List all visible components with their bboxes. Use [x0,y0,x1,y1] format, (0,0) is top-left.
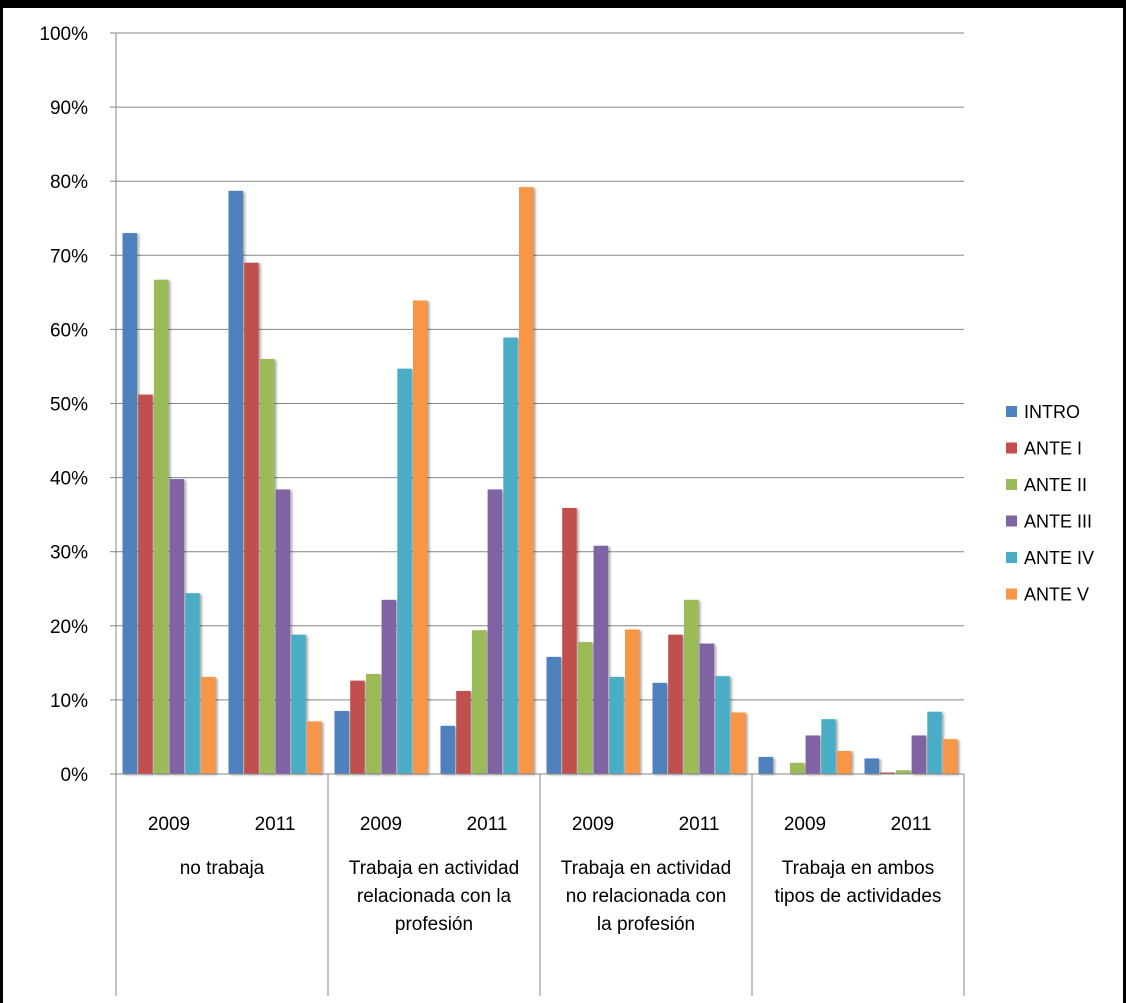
x-group-label: Trabaja en ambos [782,858,934,879]
bar-ante-iii [805,735,821,774]
x-year-label: 2009 [572,814,614,835]
bar-ante-i [350,680,365,774]
legend-swatch [1006,442,1017,454]
y-tick-label: 30% [50,543,88,564]
bar-ante-iv [927,711,942,774]
x-group-label: relacionada con la [357,886,512,907]
bar-ante-v [625,629,640,774]
bar-ante-iii [699,643,715,774]
bars [122,187,958,775]
bar-ante-iv [185,593,200,774]
bar-intro [228,190,243,774]
bar-ante-ii [153,279,169,774]
bar-ante-iii [487,489,503,774]
y-tick-label: 80% [50,172,88,193]
bar-ante-v [307,721,322,774]
x-group-label: profesión [395,914,473,935]
bar-ante-ii [577,642,593,774]
bar-ante-ii [895,770,911,774]
x-year-label: 2011 [679,814,720,835]
bar-ante-i [668,634,683,774]
bar-ante-iii [169,479,185,774]
legend-label: ANTE V [1024,585,1089,605]
bar-intro [334,711,349,774]
y-tick-label: 90% [50,98,88,119]
axes [110,32,965,996]
bar-ante-iv [821,719,836,774]
bar-ante-i [880,772,895,774]
x-year-label: 2009 [148,814,190,835]
bar-ante-i [138,394,153,774]
bar-ante-iv [503,337,518,774]
bar-ante-iv [609,676,624,774]
bar-ante-ii [683,599,699,774]
legend: INTRO ANTE I ANTE II ANTE III ANTE IV ANTE V [1006,402,1094,605]
legend-label: ANTE I [1024,439,1082,459]
y-axis-ticks: 0% 10% 20% 30% 40% 50% 60% 70% 80% 90% 100% [39,24,88,786]
bar-ante-ii [471,630,487,774]
bar-ante-ii [789,762,805,774]
bar-ante-iii [593,545,609,774]
y-tick-label: 70% [50,246,88,267]
bar-ante-v [943,739,958,774]
bar-ante-v [519,187,534,775]
bar-intro [864,758,879,774]
x-year-label: 2011 [891,814,932,835]
x-group-label: Trabaja en actividad [561,858,731,879]
bar-ante-i [562,507,577,774]
bar-ante-ii [259,359,275,774]
legend-swatch [1006,406,1017,417]
bar-ante-v [731,712,746,774]
y-tick-label: 20% [50,617,88,638]
bar-ante-iii [381,599,397,774]
legend-swatch [1006,552,1017,563]
bar-ante-i [244,262,259,774]
bar-ante-iv [291,634,306,774]
x-year-label: 2011 [467,814,508,835]
x-year-label: 2011 [255,814,296,835]
legend-label: ANTE IV [1024,548,1094,568]
bar-intro [440,725,455,774]
y-tick-label: 100% [39,24,88,45]
bar-ante-iii [275,489,291,774]
gridlines [116,32,964,701]
legend-swatch [1006,588,1017,600]
legend-swatch [1006,479,1017,490]
legend-label: INTRO [1024,402,1080,422]
x-axis-labels: 2009 2011 no trabaja 2009 2011 Trabaja en act… [148,814,942,935]
bar-ante-v [837,751,852,774]
bar-ante-iii [911,735,927,774]
bar-intro [122,233,137,774]
y-tick-label: 0% [61,765,89,786]
x-group-label: tipos de actividades [775,886,942,907]
x-group-label: Trabaja en actividad [349,858,519,879]
legend-label: ANTE III [1024,512,1092,532]
bar-ante-i [456,691,471,774]
bar-intro [652,682,667,774]
x-year-label: 2009 [360,814,402,835]
y-tick-label: 60% [50,320,88,341]
bar-ante-v [201,676,216,774]
x-group-label: la profesión [597,914,695,935]
bar-ante-iv [715,676,730,774]
bar-ante-iv [397,368,412,774]
x-group-label: no trabaja [180,858,265,879]
y-tick-label: 50% [50,395,88,416]
legend-swatch [1006,515,1017,527]
legend-label: ANTE II [1024,475,1087,495]
y-tick-label: 10% [50,691,88,712]
bar-ante-ii [365,673,381,774]
bar-intro [546,656,561,774]
y-tick-label: 40% [50,469,88,490]
bar-ante-v [413,300,428,774]
x-year-label: 2009 [784,814,826,835]
x-group-label: no relacionada con [566,886,727,907]
bar-intro [758,756,773,774]
